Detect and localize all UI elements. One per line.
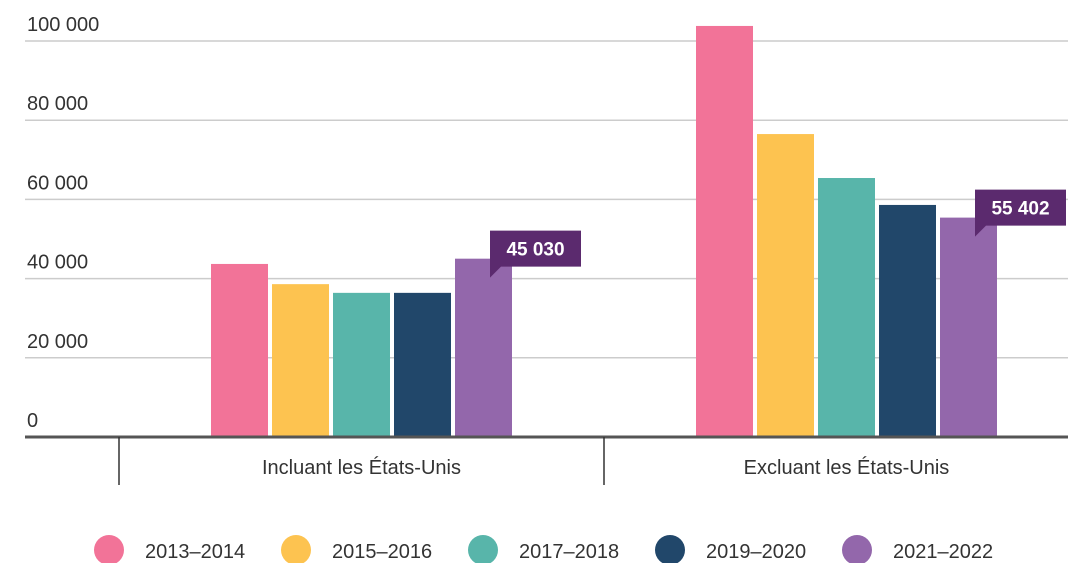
bar [272,284,329,437]
legend-marker [281,535,311,563]
legend-label: 2021–2022 [893,541,993,563]
bar [757,134,814,437]
y-tick-label: 80 000 [27,93,88,115]
bar [940,217,997,437]
value-label: 55 402 [991,199,1049,220]
value-label-box [975,189,1066,237]
x-tick-label: Excluant les États-Unis [744,456,950,479]
value-label-box [490,230,581,278]
legend-label: 2015–2016 [332,541,432,563]
legend-label: 2013–2014 [145,541,245,563]
bar [333,292,390,437]
bar [211,263,268,437]
bar [394,292,451,437]
x-tick-label: Incluant les États-Unis [262,456,461,479]
y-tick-label: 100 000 [27,14,99,36]
bar [879,204,936,437]
value-label: 45 030 [506,240,564,261]
y-tick-label: 60 000 [27,172,88,194]
y-tick-label: 0 [27,410,38,432]
bar [696,25,753,438]
legend-label: 2019–2020 [706,541,806,563]
bar [818,178,875,438]
y-tick-label: 20 000 [27,331,88,353]
legend-label: 2017–2018 [519,541,619,563]
legend-marker [655,535,685,563]
legend-marker [94,535,124,563]
y-tick-label: 40 000 [27,252,88,274]
legend-marker [468,535,498,563]
bar [455,258,512,437]
legend-marker [842,535,872,563]
